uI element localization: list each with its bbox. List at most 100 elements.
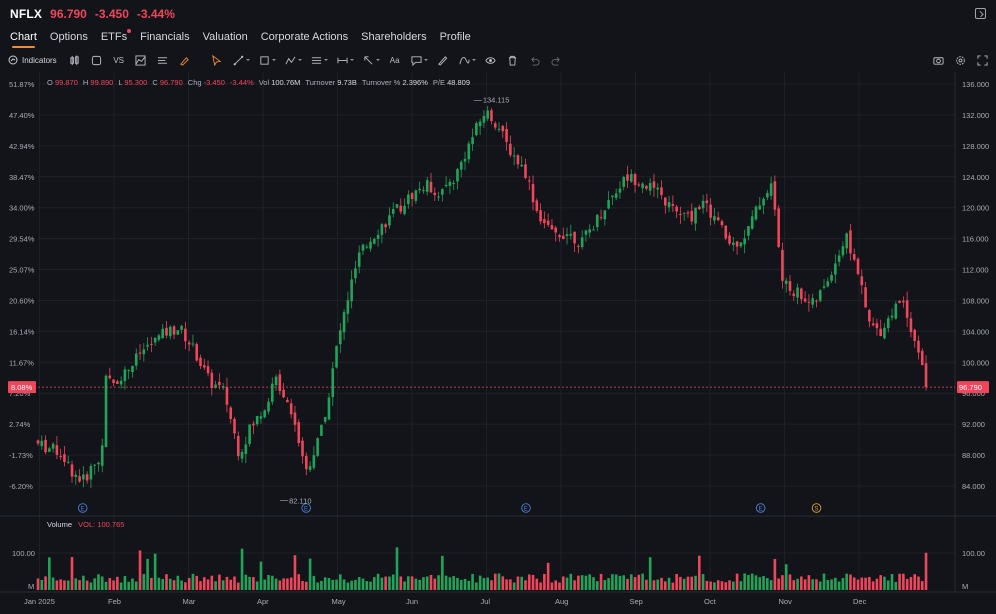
right-axis-tick: 128.000 [962,142,989,151]
candle-body [301,440,304,457]
event-marker-label: E [304,507,308,513]
settings-icon[interactable] [954,54,966,66]
candle-body [425,180,429,192]
undo-icon[interactable] [529,54,541,66]
current-price-tag [957,381,989,394]
pattern-icon[interactable] [285,54,302,66]
fullscreen-icon[interactable] [976,54,988,66]
volume-bar [134,581,138,590]
candle-body [811,298,814,305]
volume-bar [153,553,157,590]
curve-icon[interactable] [459,54,476,66]
eye-icon[interactable] [485,54,497,66]
candle-body [509,143,512,156]
candle-body [316,438,319,456]
candle-body [501,125,505,132]
candle-body [561,235,565,239]
layout-icon[interactable] [91,54,103,66]
tab-options[interactable]: Options [50,28,88,48]
indicators-button[interactable]: Indicators [8,55,57,65]
candle-body [917,340,920,353]
candle-body [902,300,905,303]
x-axis-label: Sep [629,597,642,606]
volume-bar [354,579,357,590]
candle-body [724,225,728,239]
template-icon[interactable] [157,54,169,66]
right-axis-tick: 112.000 [962,266,989,275]
volume-bar [467,581,471,590]
candle-body [603,210,607,220]
candle-body [180,325,183,330]
tab-shareholders[interactable]: Shareholders [361,28,426,48]
chart-type-icon[interactable] [135,54,147,66]
volume-bar [244,574,248,590]
fibonacci-icon[interactable] [311,54,328,66]
tab-chart[interactable]: Chart [10,28,37,48]
volume-legend: Volume VOL: 100.765 [47,520,124,529]
volume-bar [758,577,762,590]
candle-body [822,286,826,288]
candle-body [116,381,119,384]
tab-valuation[interactable]: Valuation [203,28,248,48]
volume-bar [437,575,440,590]
compare-button[interactable]: VS [113,54,125,66]
candle-body [410,193,414,200]
tab-label: Profile [439,31,471,43]
candle-body [475,123,478,136]
volume-bar [131,578,134,590]
low-label: L [118,78,123,87]
volume-bar [395,547,399,590]
brush-icon[interactable] [179,54,191,66]
candle-body [342,312,346,333]
candle-body [195,344,199,361]
shapes-icon[interactable] [259,54,276,66]
candle-body [698,206,701,210]
candle-body [112,379,115,384]
candle-body [214,384,217,388]
measure-icon[interactable] [337,54,354,66]
tab-corporate-actions[interactable]: Corporate Actions [261,28,348,48]
right-axis-tick: 136.000 [962,80,989,89]
trash-icon[interactable] [507,54,519,66]
candle-body [920,350,924,366]
pen-icon[interactable] [437,54,449,66]
candle-body [905,300,909,318]
text-tool-button[interactable]: Aa [389,54,401,66]
candle-body [720,221,724,226]
candlestick-icon[interactable] [69,54,81,66]
event-marker-label: E [81,507,85,513]
tab-financials[interactable]: Financials [140,28,190,48]
volume-bar [663,581,667,590]
comment-icon[interactable] [411,54,428,66]
camera-icon[interactable] [932,54,944,66]
volume-bar [777,578,780,590]
expand-icon[interactable] [975,8,986,19]
arrow-icon[interactable] [363,54,380,66]
candle-body [187,342,191,345]
x-axis-label: Dec [853,597,867,606]
candle-body [675,206,678,212]
volume-bar [267,575,270,590]
volume-bar [490,580,493,590]
volume-bar [184,582,187,590]
candle-body [51,443,55,449]
price-chart[interactable]: 136.000 51.87% 132.000 47.40% 128.000 42.94% 1… [0,72,996,614]
volume-bar [543,573,546,590]
tab-etfs[interactable]: ETFs [101,28,132,48]
candle-body [890,315,894,318]
volume-bar [656,579,660,590]
cursor-icon[interactable] [211,54,223,66]
candle-body [539,210,542,222]
redo-icon[interactable] [551,54,563,66]
volume-bar [429,574,433,590]
volume-bar [346,582,350,590]
volume-bar [463,578,467,590]
trendline-icon[interactable] [233,54,250,66]
indicators-label: Indicators [22,55,57,65]
volume-bar [202,577,206,590]
candle-body [512,155,516,157]
text-tool-label: Aa [389,55,400,65]
volume-bar [694,575,697,590]
candle-body [818,290,822,301]
tab-profile[interactable]: Profile [440,28,471,48]
